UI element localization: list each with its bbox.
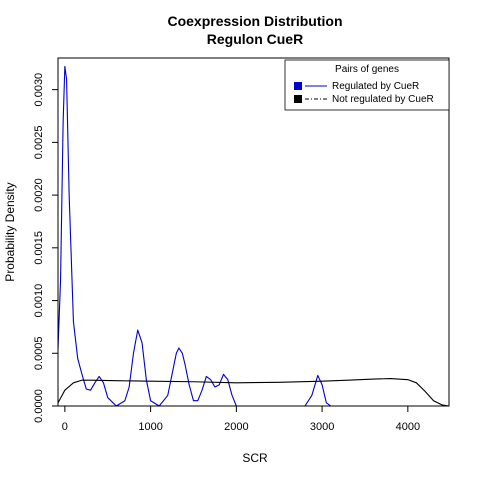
y-tick-label: 0.0025: [33, 126, 45, 160]
x-tick-label: 0: [62, 421, 68, 433]
legend-box: [284, 59, 450, 111]
legend-label-regulated: Regulated by CueR: [332, 81, 419, 92]
x-tick-label: 2000: [224, 421, 248, 433]
legend-swatch-not-regulated: [294, 95, 302, 103]
series-line-not-regulated: [58, 378, 449, 406]
legend: Pairs of genes Regulated by CueR Not reg…: [284, 59, 450, 111]
y-tick-label: 0.0020: [33, 178, 45, 212]
y-tick-label: 0.0015: [33, 231, 45, 265]
x-axis-label: SCR: [242, 451, 268, 465]
series-line-regulated: [58, 65, 331, 406]
legend-label-not-regulated: Not regulated by CueR: [332, 94, 434, 105]
y-tick-label: 0.0000: [33, 389, 45, 423]
y-tick-label: 0.0030: [33, 73, 45, 107]
y-tick-label: 0.0005: [33, 336, 45, 370]
plot-frame: [57, 57, 450, 407]
x-tick-label: 4000: [396, 421, 420, 433]
plot-area: [58, 65, 449, 406]
y-tick-label: 0.0010: [33, 284, 45, 318]
x-tick-label: 3000: [310, 421, 334, 433]
legend-title: Pairs of genes: [335, 64, 399, 75]
axes: 0 1000 2000 3000 4000 0.0000 0.0005 0.0010 0.001…: [33, 57, 450, 433]
chart-subtitle: Regulon CueR: [207, 31, 303, 47]
chart-title: Coexpression Distribution: [167, 13, 342, 29]
legend-swatch-regulated: [294, 82, 302, 90]
y-axis-label: Probability Density: [3, 182, 17, 281]
x-tick-label: 1000: [138, 421, 162, 433]
